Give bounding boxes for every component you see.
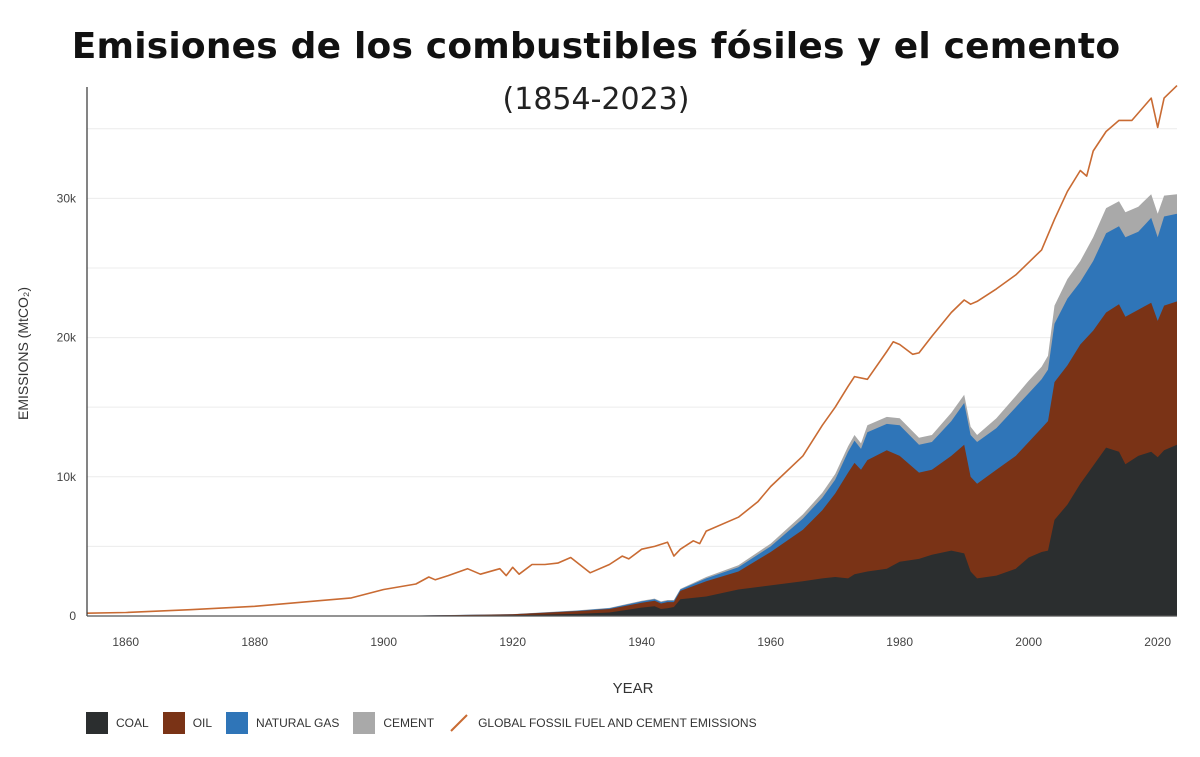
y-tick-label: 10k	[57, 470, 77, 484]
legend-label-oil: OIL	[192, 716, 213, 730]
legend-line-stroke	[450, 714, 468, 732]
y-axis-label: EMISSIONS (MtCO₂)	[15, 287, 31, 420]
x-axis-label: YEAR	[613, 680, 654, 697]
area-coal	[87, 444, 1177, 616]
legend-swatch-coal	[86, 712, 108, 734]
y-tick-label: 20k	[57, 331, 77, 345]
legend-item-global-emissions[interactable]: GLOBAL FOSSIL FUEL AND CEMENT EMISSIONS	[448, 712, 757, 734]
legend-swatch-natural-gas	[226, 712, 249, 734]
x-tick-label: 1940	[628, 635, 655, 649]
x-tick-label: 1860	[112, 635, 139, 649]
x-tick-label: 1880	[241, 635, 268, 649]
y-tick-label: 30k	[57, 191, 77, 205]
legend-label-global-emissions: GLOBAL FOSSIL FUEL AND CEMENT EMISSIONS	[478, 716, 757, 730]
legend-swatch-oil	[162, 712, 185, 734]
x-tick-label: 1980	[886, 635, 913, 649]
legend-label-coal: COAL	[116, 716, 149, 730]
x-tick-label: 1960	[757, 635, 784, 649]
y-tick-label: 0	[69, 609, 76, 623]
chart-subtitle: (1854-2023)	[502, 82, 690, 117]
legend-label-natural-gas: NATURAL GAS	[256, 716, 340, 730]
legend-item-coal[interactable]: COAL	[86, 712, 149, 734]
legend-swatch-cement	[353, 712, 376, 734]
x-tick-label: 2020	[1144, 635, 1171, 649]
legend-label-cement: CEMENT	[383, 716, 435, 730]
x-tick-label: 2000	[1015, 635, 1042, 649]
chart-title: Emisiones de los combustibles fósiles y …	[71, 26, 1121, 67]
legend-item-cement[interactable]: CEMENT	[353, 712, 434, 734]
global-emissions-line	[86, 85, 1178, 614]
x-tick-label: 1900	[370, 635, 397, 649]
legend-item-oil[interactable]: OIL	[162, 712, 213, 734]
legend-line-icon	[450, 714, 468, 732]
x-tick-label: 1920	[499, 635, 526, 649]
area-oil	[87, 301, 1177, 616]
chart-legend: COAL OIL NATURAL GAS CEMENT GLOBAL FOSSI…	[86, 712, 771, 734]
legend-item-natural-gas[interactable]: NATURAL GAS	[226, 712, 339, 734]
